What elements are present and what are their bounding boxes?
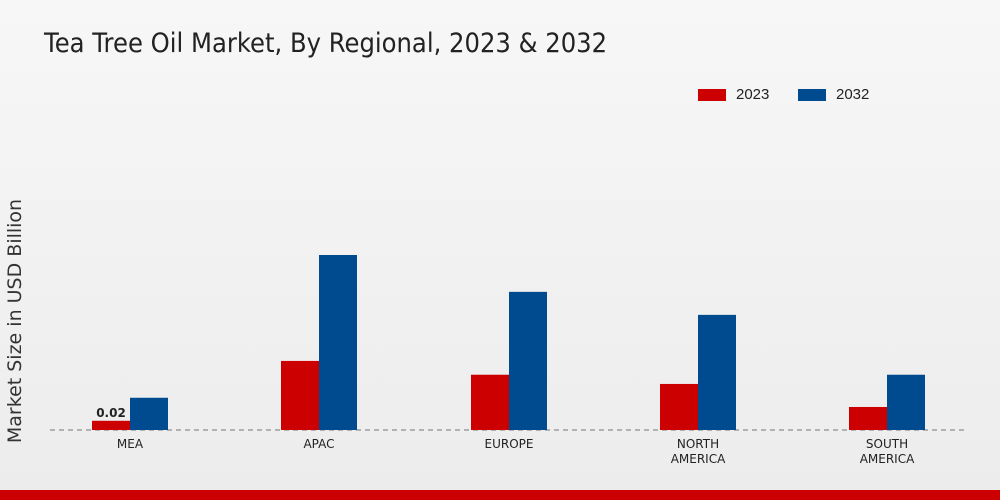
x-tick-label: AMERICA [860,452,915,466]
data-label: 0.02 [96,406,126,420]
bar-2023-south-america [849,406,887,430]
bar-2032-mea [130,397,168,430]
legend-item-2023: 2023 [698,86,769,103]
bar-2023-mea [92,420,130,430]
legend-swatch-2023 [698,88,726,101]
x-tick-label: SOUTH [866,437,908,451]
bar-2032-south-america [887,374,925,430]
legend-label-2032: 2032 [836,86,870,103]
x-tick-label: APAC [303,437,334,451]
legend-swatch-2032 [798,88,826,101]
bar-2023-apac [281,360,319,430]
chart-title: Tea Tree Oil Market, By Regional, 2023 &… [44,28,608,59]
bar-2032-europe [509,291,547,430]
legend-item-2032: 2032 [798,86,869,103]
x-tick-label: NORTH [677,437,719,451]
x-tick-label: MEA [117,437,144,451]
legend-label-2023: 2023 [736,86,770,103]
bar-2023-europe [471,374,509,430]
bar-2023-north-america [660,383,698,430]
x-tick-label: AMERICA [671,452,726,466]
x-tick-label: EUROPE [485,437,534,451]
bar-2032-apac [319,255,357,430]
bar-2032-north-america [698,314,736,430]
bottom-accent-bar [0,490,1000,500]
